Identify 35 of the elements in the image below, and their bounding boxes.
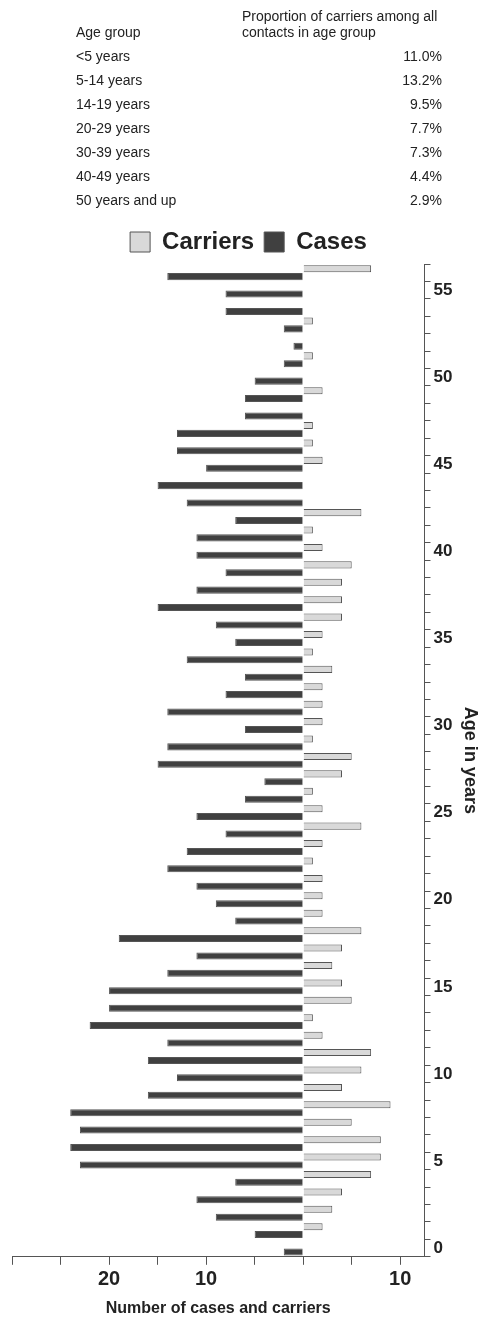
x-tick-label: 10: [389, 1267, 412, 1290]
y-tick-label: 50: [433, 366, 453, 386]
text: 13.2%: [401, 71, 443, 88]
y-tick-label: 10: [433, 1063, 453, 1083]
x-axis-title: Number of cases and carriers: [105, 1298, 331, 1316]
y-tick-label: 20: [433, 889, 453, 909]
y-tick-label: 35: [433, 628, 453, 648]
y-tick-label: 45: [433, 453, 453, 473]
text: 50 years and up: [75, 191, 178, 208]
text: 40-49 years: [75, 167, 151, 184]
y-tick-label: 15: [433, 976, 453, 996]
legend-label: Carriers: [162, 226, 255, 254]
text: Proportion of carriers among all contacts in age group: [241, 8, 439, 40]
text: 7.3%: [409, 143, 443, 160]
text: 5-14 years: [75, 71, 144, 88]
y-tick-label: 55: [433, 279, 453, 299]
text: 2.9%: [409, 191, 443, 208]
text: 30-39 years: [75, 143, 151, 160]
text: 11.0%: [402, 47, 443, 64]
y-tick-label: 40: [433, 541, 453, 561]
x-tick-label: 20: [97, 1267, 121, 1290]
text: 20-29 years: [75, 119, 151, 136]
y-axis-title: Age in years: [461, 706, 482, 814]
text: 9.5%: [409, 95, 443, 112]
text: 14-19 years: [75, 95, 151, 112]
y-tick-label: 25: [433, 802, 453, 822]
y-tick-label: 30: [433, 715, 453, 735]
y-tick-label: 0: [433, 1237, 443, 1257]
text: 4.4%: [409, 167, 443, 184]
text: 7.7%: [409, 119, 443, 136]
text: Age group: [75, 23, 142, 40]
legend-label: Cases: [296, 226, 367, 254]
y-tick-label: 5: [433, 1150, 443, 1170]
x-tick-label: 10: [194, 1267, 218, 1290]
text: <5 years: [75, 47, 132, 64]
